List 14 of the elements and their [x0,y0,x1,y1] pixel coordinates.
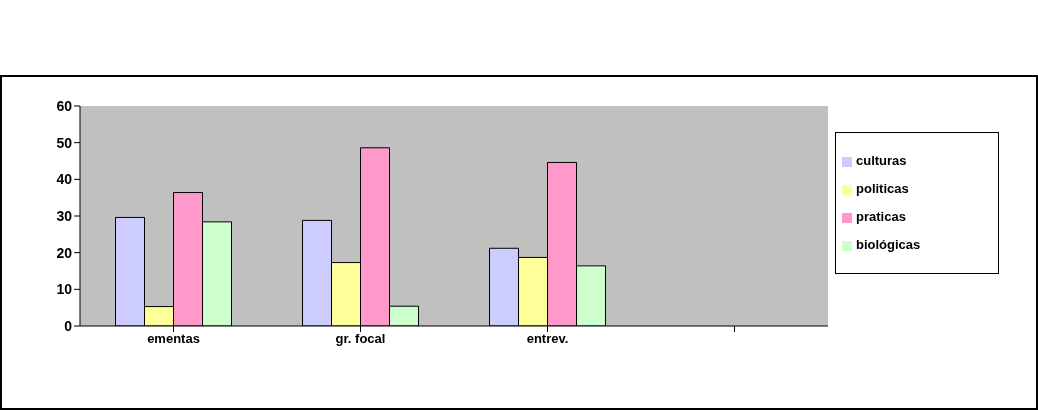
y-tick-label: 20 [56,244,73,261]
y-tick-label: 50 [56,134,73,151]
x-tick-label: gr. focal [335,331,386,347]
x-tick-label: entrev. [526,331,569,347]
y-tick-label: 40 [56,171,73,188]
y-tick-label: 60 [56,97,73,114]
legend-label: culturas [856,153,907,168]
legend-label: politicas [856,181,909,196]
y-tick-label: 0 [64,317,73,334]
y-tick-label: 30 [56,207,73,224]
x-tick-label: ementas [147,331,200,347]
legend-label: praticas [856,209,906,224]
legend-label: biológicas [856,237,921,252]
y-tick-label: 10 [56,281,73,298]
